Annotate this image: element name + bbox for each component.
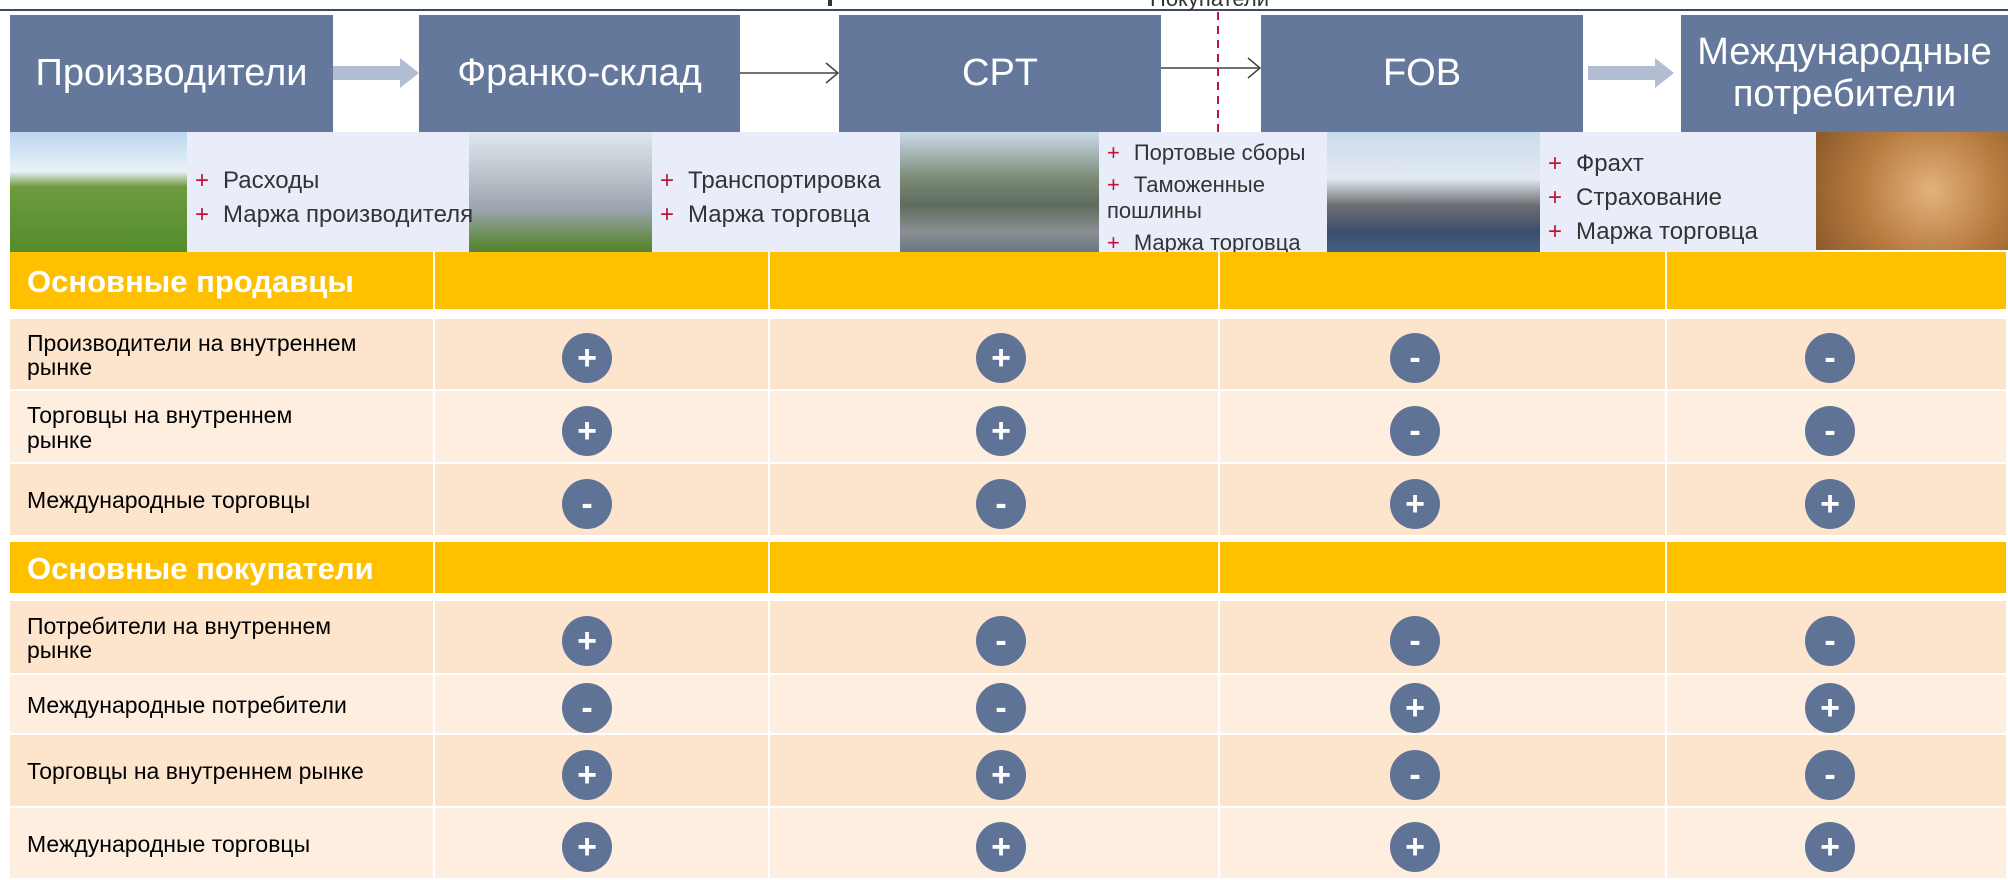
header-cell <box>770 252 1220 311</box>
mark-symbol: + <box>562 616 612 666</box>
cost-text: Маржа производителя <box>223 201 473 228</box>
mark-symbol: - <box>976 683 1026 733</box>
thick-arrow <box>1588 58 1674 88</box>
slide: Покупатели ПроизводителиФранко-складCPTF… <box>0 0 2008 880</box>
row-label: Международные торговцы <box>10 808 435 880</box>
header-cell <box>1220 252 1667 311</box>
mark-symbol: + <box>1390 479 1440 529</box>
cost-item: + Фрахт <box>1548 150 1816 178</box>
mark-symbol: + <box>1805 683 1855 733</box>
bullet: + <box>1548 218 1562 245</box>
cost-item: +Таможенные пошлины <box>1107 172 1327 224</box>
mark-symbol: - <box>976 616 1026 666</box>
cost-item: + Транспортировка <box>660 167 900 195</box>
mark-symbol: + <box>562 750 612 800</box>
mark-symbol: - <box>1805 406 1855 456</box>
bullet: + <box>1107 172 1120 197</box>
row-cell <box>1220 601 1667 675</box>
mark-symbol: - <box>1805 333 1855 383</box>
flow-step: Франко-склад <box>419 15 740 132</box>
mark-symbol: + <box>976 333 1026 383</box>
mark-symbol: + <box>976 406 1026 456</box>
row-cell <box>1220 464 1667 537</box>
cost-item: + Страхование <box>1548 184 1816 212</box>
photo-ship <box>1327 132 1540 265</box>
bullet: + <box>660 201 674 228</box>
flow-step: Производители <box>10 15 333 132</box>
photo-field <box>10 132 187 263</box>
cost-item: + Маржа торговца <box>1548 218 1816 246</box>
cost-text: Маржа торговца <box>1576 218 1758 245</box>
row-cell <box>1220 319 1667 391</box>
cost-text: Страхование <box>1576 184 1722 211</box>
photo-grain <box>1816 132 2008 250</box>
cost-item: +Маржа производителя <box>195 201 469 229</box>
mark-symbol: + <box>976 822 1026 872</box>
flow-step: CPT <box>839 15 1161 132</box>
mark-symbol: - <box>1390 750 1440 800</box>
mark-symbol: + <box>1390 822 1440 872</box>
cost-list: + Расходы +Маржа производителя <box>187 132 469 263</box>
mark-symbol: - <box>1390 616 1440 666</box>
header-cell <box>770 542 1220 595</box>
bullet: + <box>660 167 674 194</box>
photo-silos <box>469 132 652 263</box>
photo-port <box>900 132 1099 265</box>
header-cell <box>1667 542 2008 595</box>
mark-symbol: - <box>1390 333 1440 383</box>
section-title: Основные продавцы <box>10 252 435 311</box>
row-cell <box>1220 391 1667 464</box>
mark-symbol: - <box>976 479 1026 529</box>
mark-symbol: - <box>1390 406 1440 456</box>
mark-symbol: - <box>562 683 612 733</box>
mark-symbol: - <box>1805 750 1855 800</box>
row-label: Международные потребители <box>10 675 435 735</box>
cost-item: + Маржа торговца <box>660 201 900 229</box>
cost-list: +Портовые сборы+Таможенные пошлины+Маржа… <box>1099 132 1327 263</box>
mark-symbol: - <box>1805 616 1855 666</box>
mark-symbol: + <box>562 822 612 872</box>
cost-text: Транспортировка <box>688 167 881 194</box>
section-title: Основные покупатели <box>10 542 435 595</box>
bullet: + <box>1107 140 1120 165</box>
row-cell <box>1220 675 1667 735</box>
cost-text: Маржа торговца <box>1134 230 1301 255</box>
cost-text: Маржа торговца <box>688 201 870 228</box>
bullet: + <box>1107 230 1120 255</box>
cost-text: Фрахт <box>1576 150 1644 177</box>
cost-text: Портовые сборы <box>1134 140 1306 165</box>
header-cell <box>435 252 770 311</box>
bullet: + <box>195 167 209 194</box>
bullet: + <box>1548 150 1562 177</box>
header-cell <box>435 542 770 595</box>
mark-symbol: + <box>976 750 1026 800</box>
thick-arrow <box>333 58 419 88</box>
row-label: Потребители на внутреннем рынке <box>10 601 435 675</box>
header-cell <box>1667 252 2008 311</box>
row-label: Международные торговцы <box>10 464 435 537</box>
mark-symbol: + <box>562 333 612 383</box>
cost-item: + Расходы <box>195 167 469 195</box>
mark-symbol: + <box>1390 683 1440 733</box>
cost-item: + Портовые сборы <box>1107 140 1327 166</box>
row-cell <box>1220 735 1667 808</box>
cost-list: + Транспортировка + Маржа торговца <box>652 132 900 263</box>
header-cell <box>1220 542 1667 595</box>
cost-text: Расходы <box>223 167 319 194</box>
mark-symbol: + <box>1805 479 1855 529</box>
mark-symbol: - <box>562 479 612 529</box>
mark-symbol: + <box>1805 822 1855 872</box>
cost-list: + Фрахт + Страхование + Маржа торговца <box>1540 132 1816 263</box>
cost-text: Таможенные пошлины <box>1107 172 1265 223</box>
bullet: + <box>1548 184 1562 211</box>
flow-step: Международные потребители <box>1681 15 2008 132</box>
mark-symbol: + <box>562 406 612 456</box>
row-cell <box>1220 808 1667 880</box>
row-label: Торговцы на внутреннем рынке <box>10 735 435 808</box>
row-label: Производители на внутреннем рынке <box>10 319 435 391</box>
row-label: Торговцы на внутреннем рынке <box>10 391 435 464</box>
bullet: + <box>195 201 209 228</box>
flow-step: FOB <box>1261 15 1583 132</box>
